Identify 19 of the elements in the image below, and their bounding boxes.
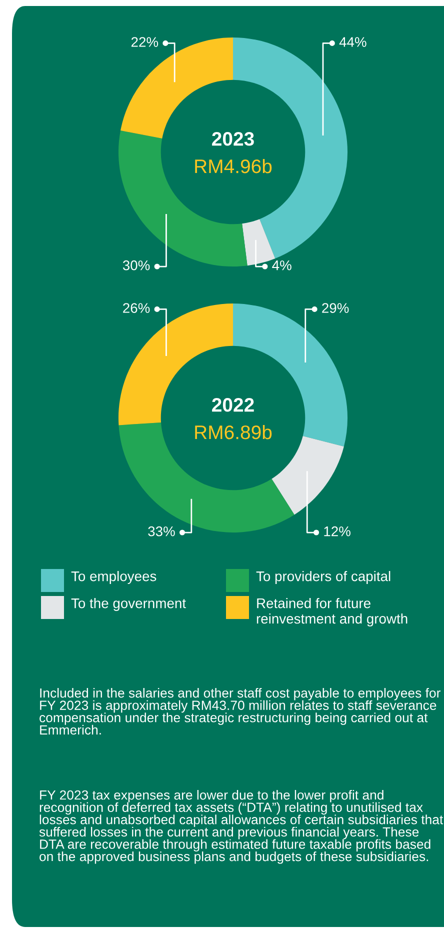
data-label: 4%: [272, 260, 292, 270]
legend-label: To employees: [71, 571, 156, 584]
text: Included in the salaries and other staff cost payable to employees for FY 2023 is approximately RM43.70 million relates to staff severance compensation under the strategic restructuring being carried out at Emmerich.: [40, 688, 440, 735]
text: RM6.89b: [195, 424, 272, 440]
donut-slice: [272, 436, 344, 515]
legend-label: Retained for future reinvestment and growth: [256, 598, 408, 626]
data-label: 12%: [324, 526, 350, 536]
data-label: 44%: [339, 37, 366, 47]
legend-label: To the government: [71, 598, 186, 611]
data-label: 22%: [131, 37, 158, 47]
text: 2022: [212, 398, 254, 412]
text: FY 2023 tax expenses are lower due to the lower profit and recognition of deferred tax assets (“DTA”) relating to unutilised tax losses and unabsorbed capital allowances of certain subsidiaries that suffered losses in the current and previous financial years. These DTA are recoverable through estimated future taxable profits based on the approved business plans and budgets of these subsidiaries.: [39, 790, 444, 864]
data-label: 30%: [122, 260, 150, 270]
data-label: 26%: [123, 303, 150, 313]
text: 2023: [212, 132, 254, 146]
data-label: 33%: [148, 526, 175, 536]
legend-label: To providers of capital: [256, 571, 390, 584]
data-label: 29%: [322, 303, 349, 313]
text: RM4.96b: [195, 158, 272, 174]
